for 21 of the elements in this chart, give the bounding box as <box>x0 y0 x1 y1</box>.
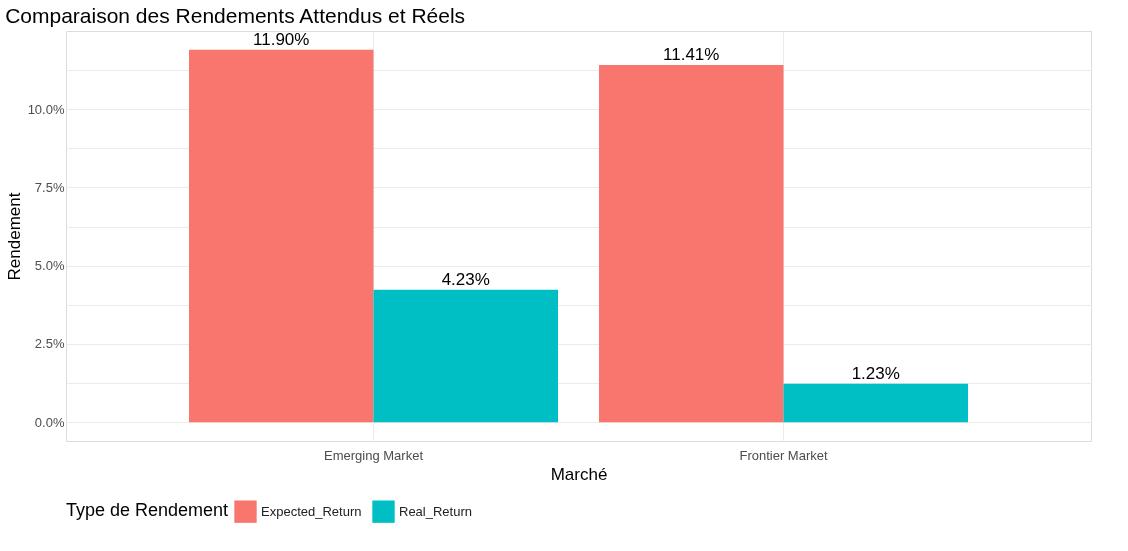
y-axis-title: Rendement <box>4 192 24 281</box>
x-axis-title: Marché <box>550 464 608 484</box>
y-tick-label: 0.0% <box>34 414 65 430</box>
legend-label: Expected_Return <box>261 503 362 519</box>
data-label: 11.90% <box>253 29 310 49</box>
data-label: 11.41% <box>663 45 720 65</box>
bar <box>189 49 374 423</box>
y-tick-label: 7.5% <box>34 179 65 195</box>
bar <box>599 65 784 423</box>
bar <box>373 289 558 423</box>
legend-title: Type de Rendement <box>66 500 229 520</box>
y-tick-label: 10.0% <box>27 101 65 117</box>
y-tick-label: 2.5% <box>34 336 65 352</box>
bar <box>783 383 968 423</box>
x-tick-label: Frontier Market <box>739 447 828 463</box>
legend-label: Real_Return <box>399 503 472 519</box>
x-tick-label: Emerging Market <box>324 447 424 463</box>
data-label: 1.23% <box>851 363 900 383</box>
data-label: 4.23% <box>441 269 490 289</box>
y-tick-label: 5.0% <box>34 258 65 274</box>
chart-title: Comparaison des Rendements Attendus et Réels <box>5 3 466 27</box>
